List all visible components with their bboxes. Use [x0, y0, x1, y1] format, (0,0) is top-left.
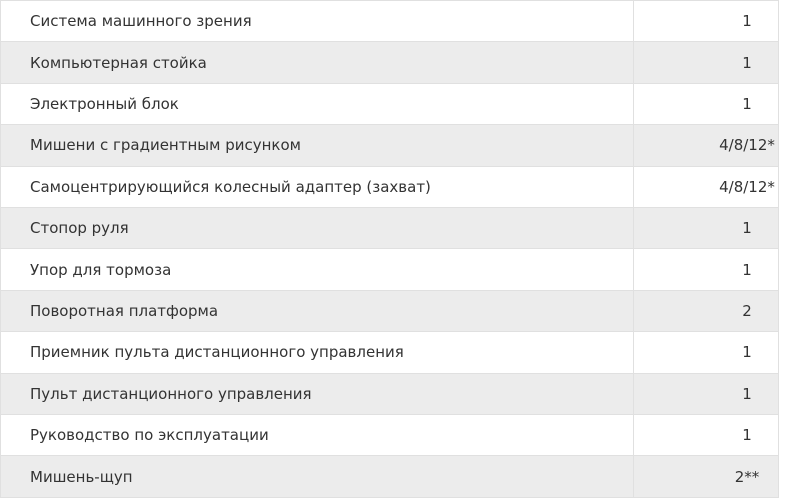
item-name-cell: Упор для тормоза	[0, 248, 634, 291]
item-qty-value: 2**	[734, 467, 760, 486]
table-row: Мишень-щуп 2**	[0, 455, 779, 498]
item-qty-value: 1	[742, 426, 752, 445]
table-row: Приемник пульта дистанционного управлени…	[0, 331, 779, 374]
table-row: Пульт дистанционного управления 1	[0, 372, 779, 416]
item-name-cell: Поворотная платформа	[0, 289, 634, 333]
table-row: Компьютерная стойка 1	[0, 41, 779, 84]
item-qty-cell: 4/8/12*	[633, 124, 779, 167]
item-qty-cell: 1	[633, 372, 779, 416]
item-qty-cell: 1	[633, 331, 779, 374]
table-row: Система машинного зрения 1	[0, 0, 779, 43]
table-row: Руководство по эксплуатации 1	[0, 414, 779, 457]
item-qty-value: 1	[742, 53, 752, 72]
table-row: Электронный блок 1	[0, 82, 779, 126]
item-name-cell: Самоцентрирующийся колесный адаптер (зах…	[0, 165, 634, 209]
item-name-cell: Компьютерная стойка	[0, 41, 634, 84]
item-name-cell: Система машинного зрения	[0, 0, 634, 43]
item-qty-cell: 1	[633, 82, 779, 126]
item-qty-cell: 1	[633, 0, 779, 43]
table-row: Мишени с градиентным рисунком 4/8/12*	[0, 124, 779, 167]
item-qty-cell: 4/8/12*	[633, 165, 779, 209]
item-name-cell: Мишень-щуп	[0, 455, 634, 498]
item-qty-value: 1	[742, 343, 752, 362]
table-row: Упор для тормоза 1	[0, 248, 779, 291]
item-name-cell: Приемник пульта дистанционного управлени…	[0, 331, 634, 374]
item-qty-cell: 2	[633, 289, 779, 333]
table-row: Стопор руля 1	[0, 207, 779, 250]
item-qty-value: 1	[742, 219, 752, 238]
item-qty-cell: 2**	[633, 455, 779, 498]
item-qty-value: 1	[742, 12, 752, 31]
table-row: Самоцентрирующийся колесный адаптер (зах…	[0, 165, 779, 209]
item-name-cell: Руководство по эксплуатации	[0, 414, 634, 457]
table-row: Поворотная платформа 2	[0, 289, 779, 333]
item-qty-cell: 1	[633, 207, 779, 250]
item-name-cell: Электронный блок	[0, 82, 634, 126]
item-qty-cell: 1	[633, 414, 779, 457]
item-name-cell: Пульт дистанционного управления	[0, 372, 634, 416]
item-qty-value: 1	[742, 260, 752, 279]
item-qty-value: 1	[742, 95, 752, 114]
item-qty-cell: 1	[633, 41, 779, 84]
item-name-cell: Стопор руля	[0, 207, 634, 250]
item-qty-cell: 1	[633, 248, 779, 291]
item-qty-value: 4/8/12*	[719, 177, 775, 196]
item-qty-value: 2	[742, 302, 752, 321]
item-qty-value: 1	[742, 384, 752, 403]
item-qty-value: 4/8/12*	[719, 136, 775, 155]
item-name-cell: Мишени с градиентным рисунком	[0, 124, 634, 167]
